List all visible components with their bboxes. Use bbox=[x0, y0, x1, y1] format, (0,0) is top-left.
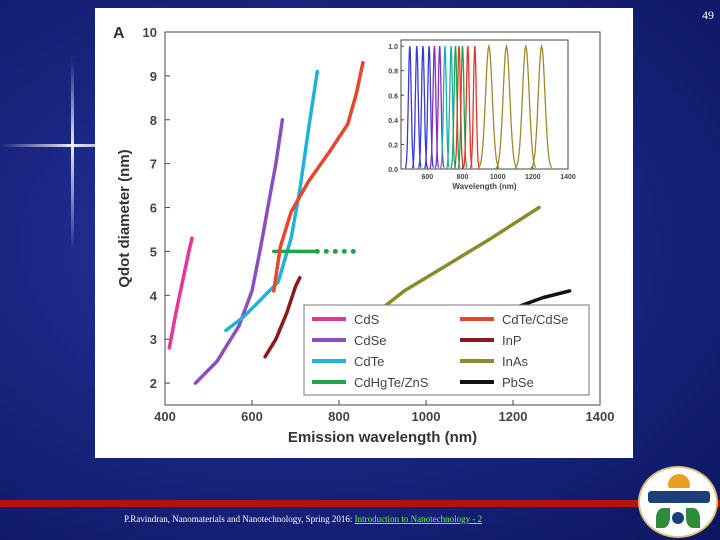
logo-hub-icon bbox=[672, 512, 684, 524]
x-tick-label-0: 400 bbox=[154, 409, 176, 424]
inset-x-axis-label: Wavelength (nm) bbox=[452, 182, 516, 191]
y-tick-label-4: 6 bbox=[150, 201, 157, 216]
plot-frame bbox=[164, 31, 601, 406]
slide-number: 49 bbox=[702, 8, 714, 22]
inset-peak-5-3 bbox=[530, 43, 553, 169]
lens-flare-vertical bbox=[71, 60, 74, 250]
inset-peak-2-1 bbox=[446, 46, 456, 169]
inset-y-tick-label-4: 0.8 bbox=[388, 69, 398, 76]
qdot-chart: A 400 600 800 1000 1200 1400 2 3 4 5 6 7 8 9 10 Emission… bbox=[113, 25, 615, 446]
inset-peak-3-0 bbox=[450, 46, 461, 169]
footer-text: P.Ravindran, Nanomaterials and Nanotechn… bbox=[124, 514, 355, 524]
inset-x-tick-label-2: 1000 bbox=[490, 174, 506, 181]
y-tick-label-1: 3 bbox=[150, 332, 157, 347]
inset-x-tick-label-4: 1400 bbox=[560, 174, 576, 181]
university-logo bbox=[638, 466, 718, 538]
lens-flare-horizontal bbox=[0, 144, 180, 147]
inset-y-tick-label-5: 1.0 bbox=[388, 44, 398, 51]
y-axis-label: Qdot diameter (nm) bbox=[116, 149, 133, 287]
inset-y-tick-label-3: 0.6 bbox=[388, 93, 398, 100]
inset-peak-4-2 bbox=[469, 46, 480, 169]
series-line-cdse bbox=[193, 118, 285, 385]
inset-y-tick-label-0: 0.0 bbox=[388, 167, 398, 174]
x-tick-label-4: 1200 bbox=[499, 409, 528, 424]
figure-panel: A 400 600 800 1000 1200 1400 2 3 4 5 6 7 8 9 10 Emission… bbox=[95, 8, 633, 458]
inset-y-tick-label-1: 0.2 bbox=[388, 142, 398, 149]
legend-label-cdte: CdTe bbox=[354, 354, 384, 369]
legend-label-inas: InAs bbox=[502, 354, 529, 369]
y-tick-label-0: 2 bbox=[150, 376, 157, 391]
legend-label-cdhgte-zns: CdHgTe/ZnS bbox=[354, 375, 429, 390]
inset-peak-5-1 bbox=[495, 43, 518, 169]
y-tick-label-5: 7 bbox=[150, 157, 157, 172]
inset-peak-5-0 bbox=[477, 43, 500, 169]
legend-label-cds: CdS bbox=[354, 312, 380, 327]
y-tick-label-8: 10 bbox=[143, 25, 157, 40]
footer-red-bar bbox=[0, 500, 720, 507]
y-tick-label-6: 8 bbox=[150, 113, 157, 128]
series-line-cdte-cdse bbox=[272, 60, 365, 293]
legend-label-cdse: CdSe bbox=[354, 333, 387, 348]
series-line-cdte bbox=[224, 69, 320, 333]
inset-peak-4-1 bbox=[462, 46, 473, 169]
x-tick-label-2: 800 bbox=[328, 409, 350, 424]
legend-label-cdte-cdse: CdTe/CdSe bbox=[502, 312, 568, 327]
legend-label-inp: InP bbox=[502, 333, 522, 348]
legend-box bbox=[303, 304, 590, 396]
logo-leaf-left-icon bbox=[656, 508, 670, 528]
inset-peak-4-0 bbox=[453, 46, 464, 169]
panel-label: A bbox=[113, 25, 125, 42]
logo-leaf-right-icon bbox=[686, 508, 700, 528]
inset-y-tick-label-2: 0.4 bbox=[388, 118, 398, 125]
inset-peak-5-2 bbox=[514, 43, 537, 169]
y-tick-label-7: 9 bbox=[150, 69, 157, 84]
logo-banner-icon bbox=[648, 491, 710, 503]
series-line-inas bbox=[363, 205, 541, 324]
x-axis-label: Emission wavelength (nm) bbox=[288, 429, 477, 446]
inset-peak-0-0 bbox=[404, 46, 415, 169]
footer-link[interactable]: Introduction to Nanotechnology - 2 bbox=[354, 514, 483, 524]
footer-citation: P.Ravindran, Nanomaterials and Nanotechn… bbox=[124, 514, 482, 524]
y-tick-label-3: 5 bbox=[150, 244, 157, 259]
y-tick-label-2: 4 bbox=[150, 288, 158, 303]
logo-flame-icon bbox=[668, 474, 690, 488]
inset-x-tick-label-3: 1200 bbox=[525, 174, 541, 181]
series-line-cds bbox=[167, 236, 194, 350]
x-tick-label-5: 1400 bbox=[586, 409, 615, 424]
inset-x-tick-label-1: 800 bbox=[457, 174, 469, 181]
x-tick-label-3: 1000 bbox=[412, 409, 441, 424]
inset-x-tick-label-0: 600 bbox=[422, 174, 434, 181]
x-tick-label-1: 600 bbox=[241, 409, 263, 424]
inset-peak-0-1 bbox=[411, 46, 422, 169]
legend-label-pbse: PbSe bbox=[502, 375, 534, 390]
series-line-inp bbox=[263, 275, 302, 359]
